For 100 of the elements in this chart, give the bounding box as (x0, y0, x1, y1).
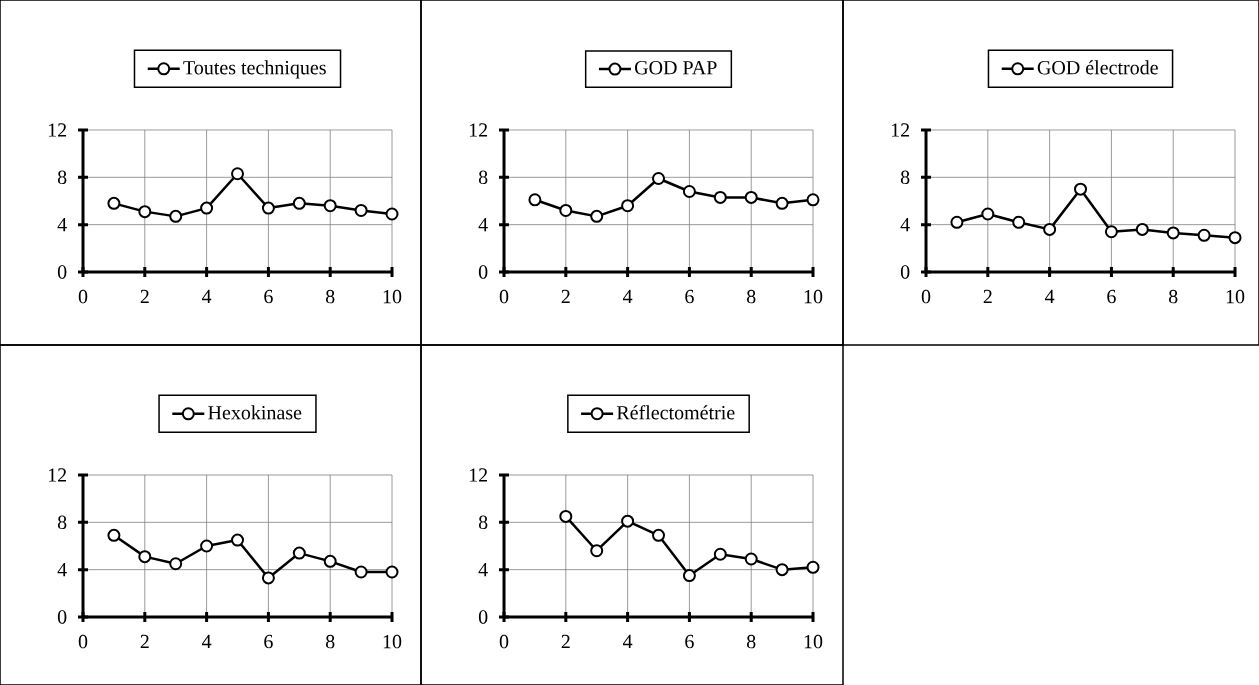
y-tick-label: 4 (57, 563, 67, 577)
x-tick-label: 4 (202, 289, 212, 304)
point (138, 205, 152, 219)
x-tick-label: 0 (499, 634, 509, 649)
x-tick-label: 2 (140, 289, 149, 304)
x-tick-label: 0 (78, 289, 88, 304)
x-tick-label: 10 (804, 289, 823, 304)
y-tick-label: 4 (57, 218, 67, 232)
y-tick-label: 0 (900, 265, 910, 279)
x-tick-label: 8 (746, 634, 756, 649)
point (652, 528, 666, 542)
legend-label: Toutes techniques (183, 60, 326, 79)
point (354, 203, 368, 217)
x-tick-label: 8 (325, 289, 335, 304)
legend-label: Réflectométrie (616, 405, 735, 420)
point (744, 552, 758, 566)
point (261, 571, 275, 585)
point (323, 554, 337, 568)
point (138, 550, 152, 564)
point (621, 199, 635, 213)
point (1012, 215, 1026, 229)
y-tick-label: 4 (478, 218, 488, 232)
point (590, 209, 604, 223)
point (682, 185, 696, 199)
point (1166, 226, 1180, 240)
point (713, 190, 727, 204)
point (950, 215, 964, 229)
x-tick-label: 8 (746, 289, 756, 304)
y-tick-label: 12 (48, 123, 67, 137)
point (590, 544, 604, 558)
legend-label: Hexokinase (208, 405, 302, 420)
x-tick-label: 10 (1226, 289, 1245, 304)
x-tick-label: 10 (804, 634, 823, 649)
point (528, 193, 542, 207)
point (1197, 228, 1211, 242)
x-tick-label: 2 (983, 289, 992, 304)
x-tick-label: 2 (140, 634, 149, 649)
point (385, 207, 399, 221)
x-tick-label: 4 (623, 634, 633, 649)
point (200, 539, 214, 553)
point (713, 547, 727, 561)
point (775, 196, 789, 210)
point (323, 199, 337, 213)
x-tick-label: 4 (623, 289, 633, 304)
y-tick-label: 8 (900, 170, 910, 185)
x-tick-label: 0 (499, 289, 509, 304)
x-tick-label: 6 (1107, 289, 1116, 304)
y-tick-label: 4 (900, 218, 910, 232)
y-tick-label: 12 (469, 468, 488, 482)
x-tick-label: 10 (383, 634, 402, 649)
point (981, 207, 995, 221)
point (292, 196, 306, 210)
point (231, 167, 245, 181)
x-tick-label: 4 (202, 634, 212, 649)
point (385, 565, 399, 579)
point (1104, 225, 1118, 239)
legend-label: GOD PAP (635, 60, 717, 75)
point (169, 557, 183, 571)
point (169, 209, 183, 223)
x-tick-label: 2 (561, 289, 570, 304)
y-tick-label: 4 (478, 563, 488, 577)
point (1043, 222, 1057, 236)
point (231, 533, 245, 547)
point (806, 560, 820, 574)
y-tick-label: 12 (48, 468, 67, 482)
x-tick-label: 0 (78, 634, 88, 649)
point (107, 528, 121, 542)
x-tick-label: 10 (383, 289, 402, 304)
point (261, 201, 275, 215)
y-tick-label: 8 (57, 515, 67, 530)
y-tick-label: 0 (57, 610, 67, 624)
y-tick-label: 12 (469, 123, 488, 137)
point (1135, 222, 1149, 236)
point (354, 565, 368, 579)
x-tick-label: 6 (264, 634, 273, 649)
x-tick-label: 0 (921, 289, 931, 304)
point (621, 514, 635, 528)
point (682, 569, 696, 583)
point (652, 172, 666, 185)
legend-label: GOD électrode (1037, 60, 1158, 75)
x-tick-label: 6 (264, 289, 273, 304)
point (1074, 182, 1088, 196)
point (200, 201, 214, 215)
point (559, 509, 573, 523)
x-tick-label: 6 (685, 289, 694, 304)
point (292, 546, 306, 560)
y-tick-label: 0 (478, 610, 488, 624)
x-tick-label: 2 (561, 634, 570, 649)
y-tick-label: 0 (57, 265, 67, 279)
point (775, 563, 789, 577)
y-tick-label: 8 (478, 170, 488, 185)
y-tick-label: 8 (57, 170, 67, 185)
point (806, 193, 820, 207)
x-tick-label: 8 (325, 634, 335, 649)
point (744, 190, 758, 204)
y-tick-label: 12 (891, 123, 910, 137)
point (559, 203, 573, 217)
x-tick-label: 4 (1045, 289, 1055, 304)
y-tick-label: 0 (478, 265, 488, 279)
x-tick-label: 6 (685, 634, 694, 649)
